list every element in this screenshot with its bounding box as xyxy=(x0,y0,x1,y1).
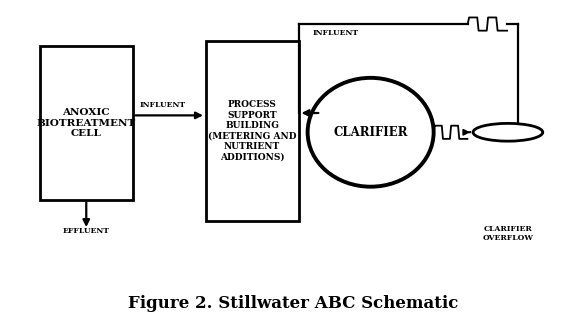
Text: EFFLUENT: EFFLUENT xyxy=(63,227,110,235)
Bar xyxy=(40,46,132,200)
Bar xyxy=(206,41,299,221)
Ellipse shape xyxy=(308,78,434,187)
Text: CLARIFIER
OVERFLOW: CLARIFIER OVERFLOW xyxy=(482,225,533,242)
Ellipse shape xyxy=(473,123,543,141)
Text: PROCESS
SUPPORT
BUILDING
(METERING AND
NUTRIENT
ADDITIONS): PROCESS SUPPORT BUILDING (METERING AND N… xyxy=(208,100,297,162)
Text: Figure 2. Stillwater ABC Schematic: Figure 2. Stillwater ABC Schematic xyxy=(128,295,458,312)
Text: INFLUENT: INFLUENT xyxy=(312,29,358,37)
Text: CLARIFIER: CLARIFIER xyxy=(333,126,408,139)
Text: ANOXIC
BIOTREATMENT
CELL: ANOXIC BIOTREATMENT CELL xyxy=(37,108,136,138)
Text: INFLUENT: INFLUENT xyxy=(139,100,186,108)
